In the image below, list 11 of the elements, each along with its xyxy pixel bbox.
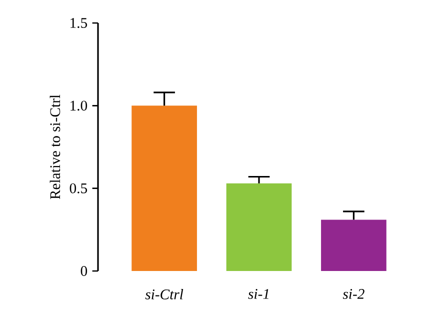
x-tick-label: si-2 <box>342 289 364 299</box>
y-tick-label: 0 <box>80 266 88 276</box>
bar <box>226 183 292 271</box>
bar <box>132 106 197 271</box>
y-axis-title: Relative to si-Ctrl <box>50 94 60 200</box>
bar <box>321 220 386 271</box>
x-tick-label: si-Ctrl <box>145 289 184 300</box>
y-tick-label: 1.0 <box>70 100 88 111</box>
x-tick-label: si-1 <box>248 289 268 299</box>
y-tick-label: 1.5 <box>70 18 88 28</box>
y-tick-label: 0.5 <box>70 183 88 194</box>
